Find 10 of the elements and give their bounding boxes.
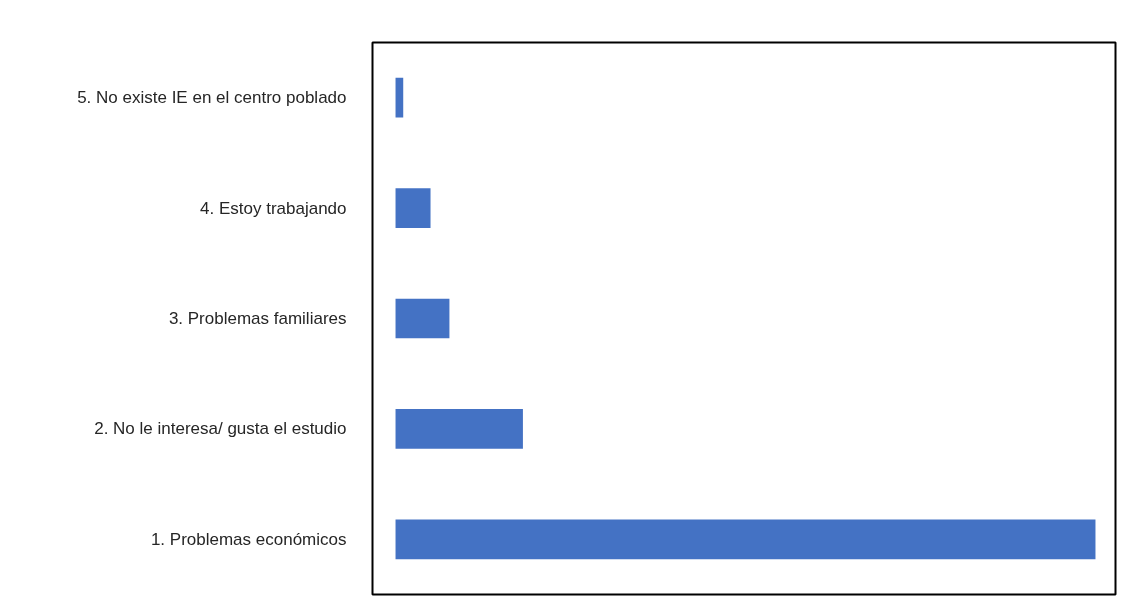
y-tick-label: 2. No le interesa/ gusta el estudio — [94, 419, 347, 439]
bar — [395, 409, 523, 449]
y-tick-label: 5. No existe IE en el centro poblado — [77, 88, 347, 108]
bar — [395, 188, 431, 228]
bar — [395, 77, 404, 118]
bar — [395, 298, 450, 339]
y-tick-label: 4. Estoy trabajando — [200, 198, 347, 218]
y-tick-label: 3. Problemas familiares — [168, 309, 347, 328]
bar — [395, 519, 1096, 560]
y-tick-label: 1. Problemas económicos — [150, 529, 347, 549]
